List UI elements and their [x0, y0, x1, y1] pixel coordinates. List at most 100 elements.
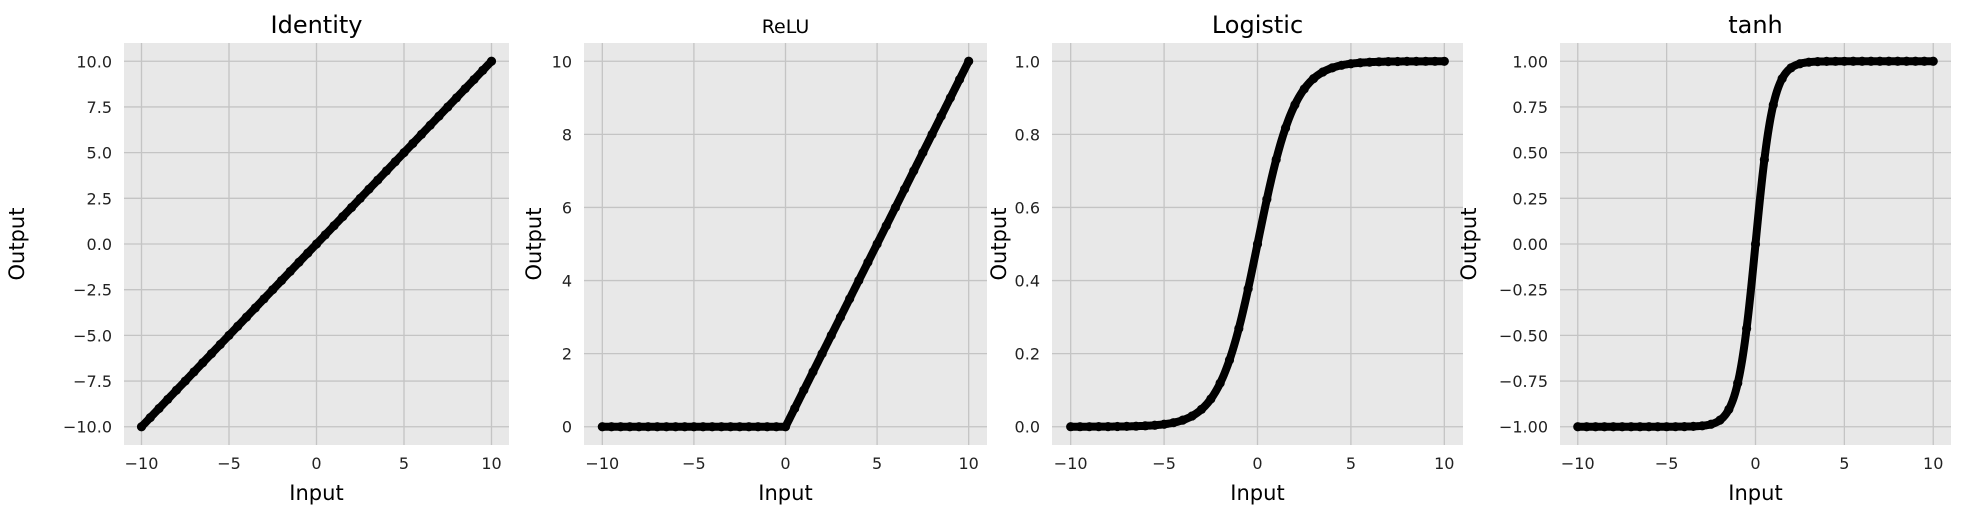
- data-point: [1402, 56, 1412, 66]
- data-point: [1243, 284, 1253, 294]
- x-tick-label: −5: [1152, 454, 1176, 473]
- data-point: [1159, 419, 1169, 429]
- data-point: [268, 285, 278, 295]
- data-point: [634, 422, 644, 432]
- data-point: [1919, 56, 1929, 66]
- y-tick-label: 10: [552, 52, 572, 71]
- data-point: [1234, 323, 1244, 334]
- data-point: [460, 84, 470, 94]
- data-point: [1644, 422, 1654, 432]
- data-point: [1187, 411, 1197, 421]
- x-tick-label: 10: [1434, 454, 1454, 473]
- chart-title: ReLU: [762, 16, 810, 38]
- y-axis-label: Output: [522, 208, 546, 281]
- data-point: [762, 422, 772, 432]
- x-axis-label: Input: [289, 481, 343, 505]
- data-point: [1733, 378, 1743, 388]
- data-point: [1626, 422, 1636, 432]
- data-point: [1777, 74, 1787, 84]
- data-point: [259, 294, 269, 304]
- y-tick-label: 2.5: [87, 189, 112, 208]
- data-point: [198, 358, 208, 368]
- y-tick-label: 0.75: [1512, 98, 1548, 117]
- data-point: [1582, 422, 1592, 432]
- y-tick-label: −7.5: [73, 372, 112, 391]
- x-tick-label: 10: [959, 454, 979, 473]
- x-tick-label: 5: [872, 454, 882, 473]
- data-point: [1318, 67, 1328, 77]
- data-point: [661, 422, 672, 432]
- data-point: [1103, 422, 1113, 432]
- data-point: [233, 321, 243, 331]
- data-point: [616, 422, 626, 432]
- data-point: [790, 403, 800, 414]
- data-point: [845, 294, 855, 304]
- y-tick-label: 5.0: [87, 144, 112, 163]
- data-point: [451, 93, 462, 103]
- y-tick-label: −0.75: [1499, 372, 1548, 391]
- y-tick-label: −0.50: [1499, 326, 1548, 345]
- data-point: [1617, 422, 1627, 432]
- x-tick-label: −10: [1561, 454, 1595, 473]
- data-point: [1590, 422, 1601, 432]
- data-point: [799, 385, 809, 395]
- y-axis-label: Output: [1457, 208, 1481, 281]
- data-point: [808, 367, 818, 377]
- data-point: [945, 93, 955, 103]
- data-point: [1715, 415, 1725, 425]
- data-point: [1084, 422, 1094, 432]
- data-point: [1393, 56, 1403, 67]
- x-tick-label: 5: [1346, 454, 1356, 473]
- data-point: [1573, 422, 1583, 432]
- data-point: [927, 129, 937, 139]
- data-point: [381, 166, 392, 176]
- data-point: [680, 422, 690, 432]
- data-point: [1299, 84, 1309, 94]
- data-point: [780, 422, 791, 432]
- data-point: [1857, 56, 1867, 66]
- data-point: [1262, 194, 1272, 204]
- data-point: [964, 56, 974, 66]
- data-point: [338, 211, 348, 222]
- data-point: [1795, 59, 1805, 69]
- data-point: [303, 248, 313, 258]
- data-point: [1131, 421, 1141, 431]
- data-point: [215, 339, 225, 350]
- data-point: [416, 129, 427, 139]
- x-tick-label: −10: [125, 454, 159, 473]
- data-point: [1875, 56, 1885, 66]
- data-point: [1813, 57, 1823, 67]
- data-point: [1411, 56, 1421, 66]
- data-point: [707, 422, 717, 432]
- data-point: [1768, 100, 1778, 110]
- chart-title: Logistic: [1212, 11, 1303, 39]
- data-point: [753, 422, 763, 432]
- data-point: [171, 385, 182, 395]
- x-axis-label: Input: [1728, 481, 1782, 505]
- y-tick-label: 0.4: [1015, 272, 1040, 291]
- data-point: [1599, 422, 1610, 432]
- data-point: [1901, 56, 1912, 66]
- data-point: [486, 56, 497, 66]
- y-tick-label: 10.0: [76, 52, 112, 71]
- data-point: [918, 148, 928, 158]
- data-point: [826, 330, 836, 340]
- data-point: [1178, 415, 1188, 425]
- x-tick-label: −10: [1054, 454, 1088, 473]
- data-point: [241, 312, 252, 322]
- y-tick-label: −2.5: [73, 281, 112, 300]
- data-point: [1697, 421, 1707, 431]
- chart-title: Identity: [271, 11, 363, 39]
- data-point: [1150, 420, 1160, 430]
- data-point: [1653, 422, 1663, 432]
- data-point: [881, 221, 891, 231]
- data-point: [346, 202, 357, 213]
- data-point: [1252, 239, 1263, 249]
- data-point: [1215, 378, 1225, 388]
- data-point: [1821, 56, 1832, 66]
- y-tick-label: −5.0: [73, 326, 112, 345]
- data-point: [597, 422, 607, 432]
- data-point: [1439, 56, 1449, 66]
- chart-title: tanh: [1728, 11, 1783, 39]
- y-axis-label: Output: [987, 208, 1011, 281]
